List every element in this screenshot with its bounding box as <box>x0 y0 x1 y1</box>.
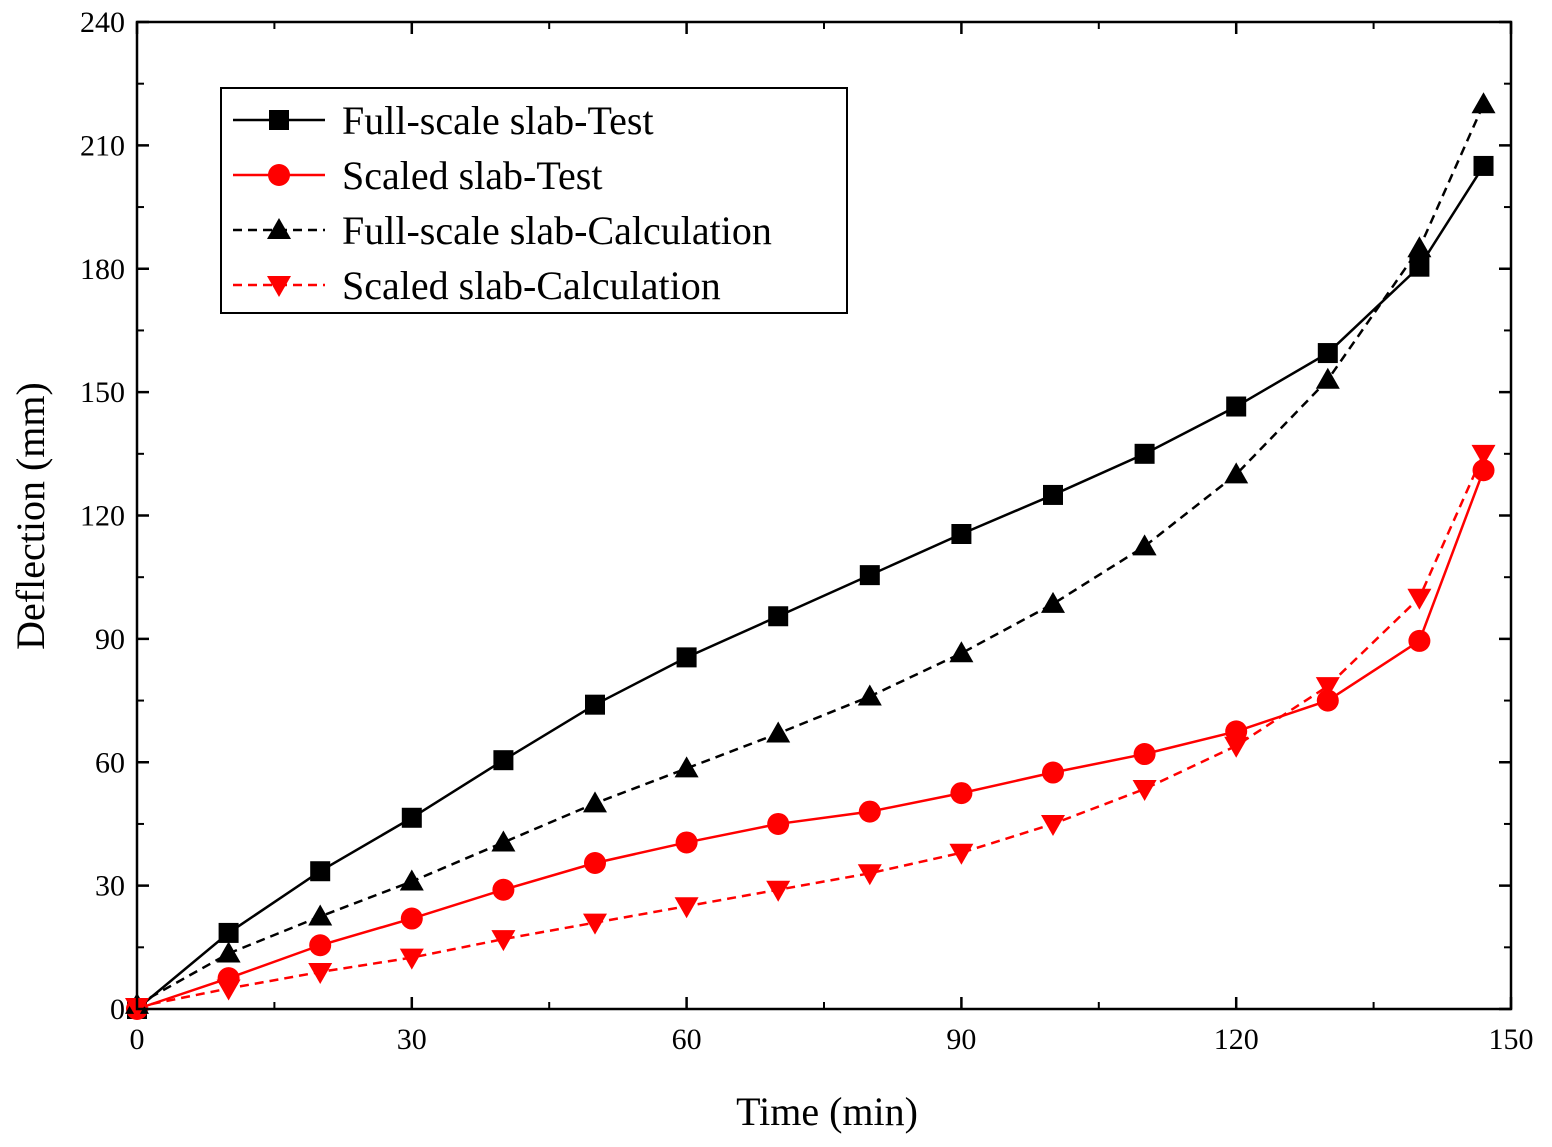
y-tick-label: 150 <box>80 376 125 409</box>
legend-label: Scaled slab-Test <box>342 153 602 198</box>
data-point <box>1134 443 1155 464</box>
legend: Full-scale slab-Test Scaled slab-Test Full… <box>220 87 848 314</box>
data-point <box>491 830 516 852</box>
y-tick-label: 60 <box>95 746 125 779</box>
x-axis-title: Time (min) <box>736 1089 918 1134</box>
data-point <box>768 606 789 627</box>
legend-marker <box>269 110 289 130</box>
data-point <box>858 800 881 823</box>
data-point <box>400 907 423 930</box>
data-point <box>1226 396 1247 417</box>
data-point <box>767 812 790 835</box>
y-tick-label: 90 <box>95 623 125 656</box>
legend-marker <box>267 218 291 239</box>
data-point <box>1224 462 1249 484</box>
x-tick-label: 150 <box>1489 1023 1534 1056</box>
y-tick-label: 120 <box>80 500 125 533</box>
data-point <box>950 782 973 805</box>
data-point <box>218 922 239 943</box>
series-3 <box>125 92 1496 1014</box>
data-point <box>1224 736 1249 758</box>
data-point <box>216 941 241 963</box>
data-point <box>399 948 424 970</box>
series-1 <box>127 155 1494 1019</box>
data-point <box>1043 484 1063 505</box>
x-tick-label: 30 <box>397 1023 427 1056</box>
y-tick-label: 180 <box>80 253 125 286</box>
data-point <box>584 852 606 875</box>
legend-label: Full-scale slab-Test <box>342 98 654 143</box>
data-point <box>1317 343 1338 364</box>
y-tick-label: 210 <box>80 129 125 162</box>
legend-box <box>220 87 848 314</box>
data-point <box>674 756 699 778</box>
data-point <box>1315 677 1340 699</box>
data-point <box>1473 155 1494 176</box>
data-point <box>1471 92 1496 114</box>
legend-marker <box>267 276 291 297</box>
series-2 <box>126 459 1495 1020</box>
data-point <box>1407 236 1432 258</box>
data-point <box>857 864 882 886</box>
data-point <box>1471 444 1496 466</box>
data-point <box>1041 814 1065 836</box>
data-point <box>766 880 791 902</box>
data-point <box>1133 743 1156 766</box>
series-line <box>136 165 1485 1010</box>
data-point <box>949 641 974 663</box>
data-point <box>675 831 698 854</box>
data-point <box>583 791 607 813</box>
data-point <box>491 930 516 952</box>
y-axis-title: Deflection (mm) <box>8 382 53 650</box>
data-point <box>1316 689 1339 712</box>
data-point <box>1132 779 1157 801</box>
data-point <box>1407 588 1432 610</box>
x-tick-label: 0 <box>130 1023 145 1056</box>
data-point <box>309 934 332 957</box>
legend-marker <box>268 164 290 186</box>
series-line <box>136 469 1485 1011</box>
data-point <box>857 684 882 706</box>
plot-frame <box>135 20 1513 1011</box>
y-tick-label: 30 <box>95 870 125 903</box>
data-point <box>1132 534 1157 556</box>
data-point <box>676 647 697 668</box>
data-point <box>399 869 424 891</box>
data-point <box>674 897 699 919</box>
data-point <box>949 843 974 865</box>
data-point <box>766 721 791 743</box>
x-tick-label: 60 <box>672 1023 702 1056</box>
data-point <box>585 694 605 715</box>
series-line <box>136 453 1485 1009</box>
x-tick-label: 90 <box>946 1023 976 1056</box>
x-tick-label: 120 <box>1214 1023 1259 1056</box>
series-4 <box>125 444 1496 1019</box>
data-point <box>1041 591 1065 613</box>
legend-label: Full-scale slab-Calculation <box>342 208 772 253</box>
data-point <box>1042 761 1064 784</box>
axis-layer: 0 30 60 90 120 150 0 30 60 90 120 150 180 210 240 <box>80 6 1534 1056</box>
data-point <box>1315 367 1340 389</box>
data-point <box>310 861 331 882</box>
legend-label: Scaled slab-Calculation <box>342 263 721 308</box>
data-point <box>1408 629 1431 652</box>
data-point <box>859 565 880 586</box>
data-point <box>1409 256 1430 277</box>
data-point <box>401 807 422 828</box>
data-point <box>308 962 333 984</box>
data-point <box>951 524 972 545</box>
data-point <box>308 904 333 926</box>
data-point <box>492 878 515 901</box>
series-line <box>136 103 1485 1006</box>
y-tick-label: 0 <box>110 993 125 1026</box>
data-point <box>583 913 607 935</box>
y-tick-label: 240 <box>80 6 125 39</box>
data-point <box>216 979 241 1001</box>
data-point <box>493 750 514 771</box>
series-layer <box>125 92 1496 1020</box>
